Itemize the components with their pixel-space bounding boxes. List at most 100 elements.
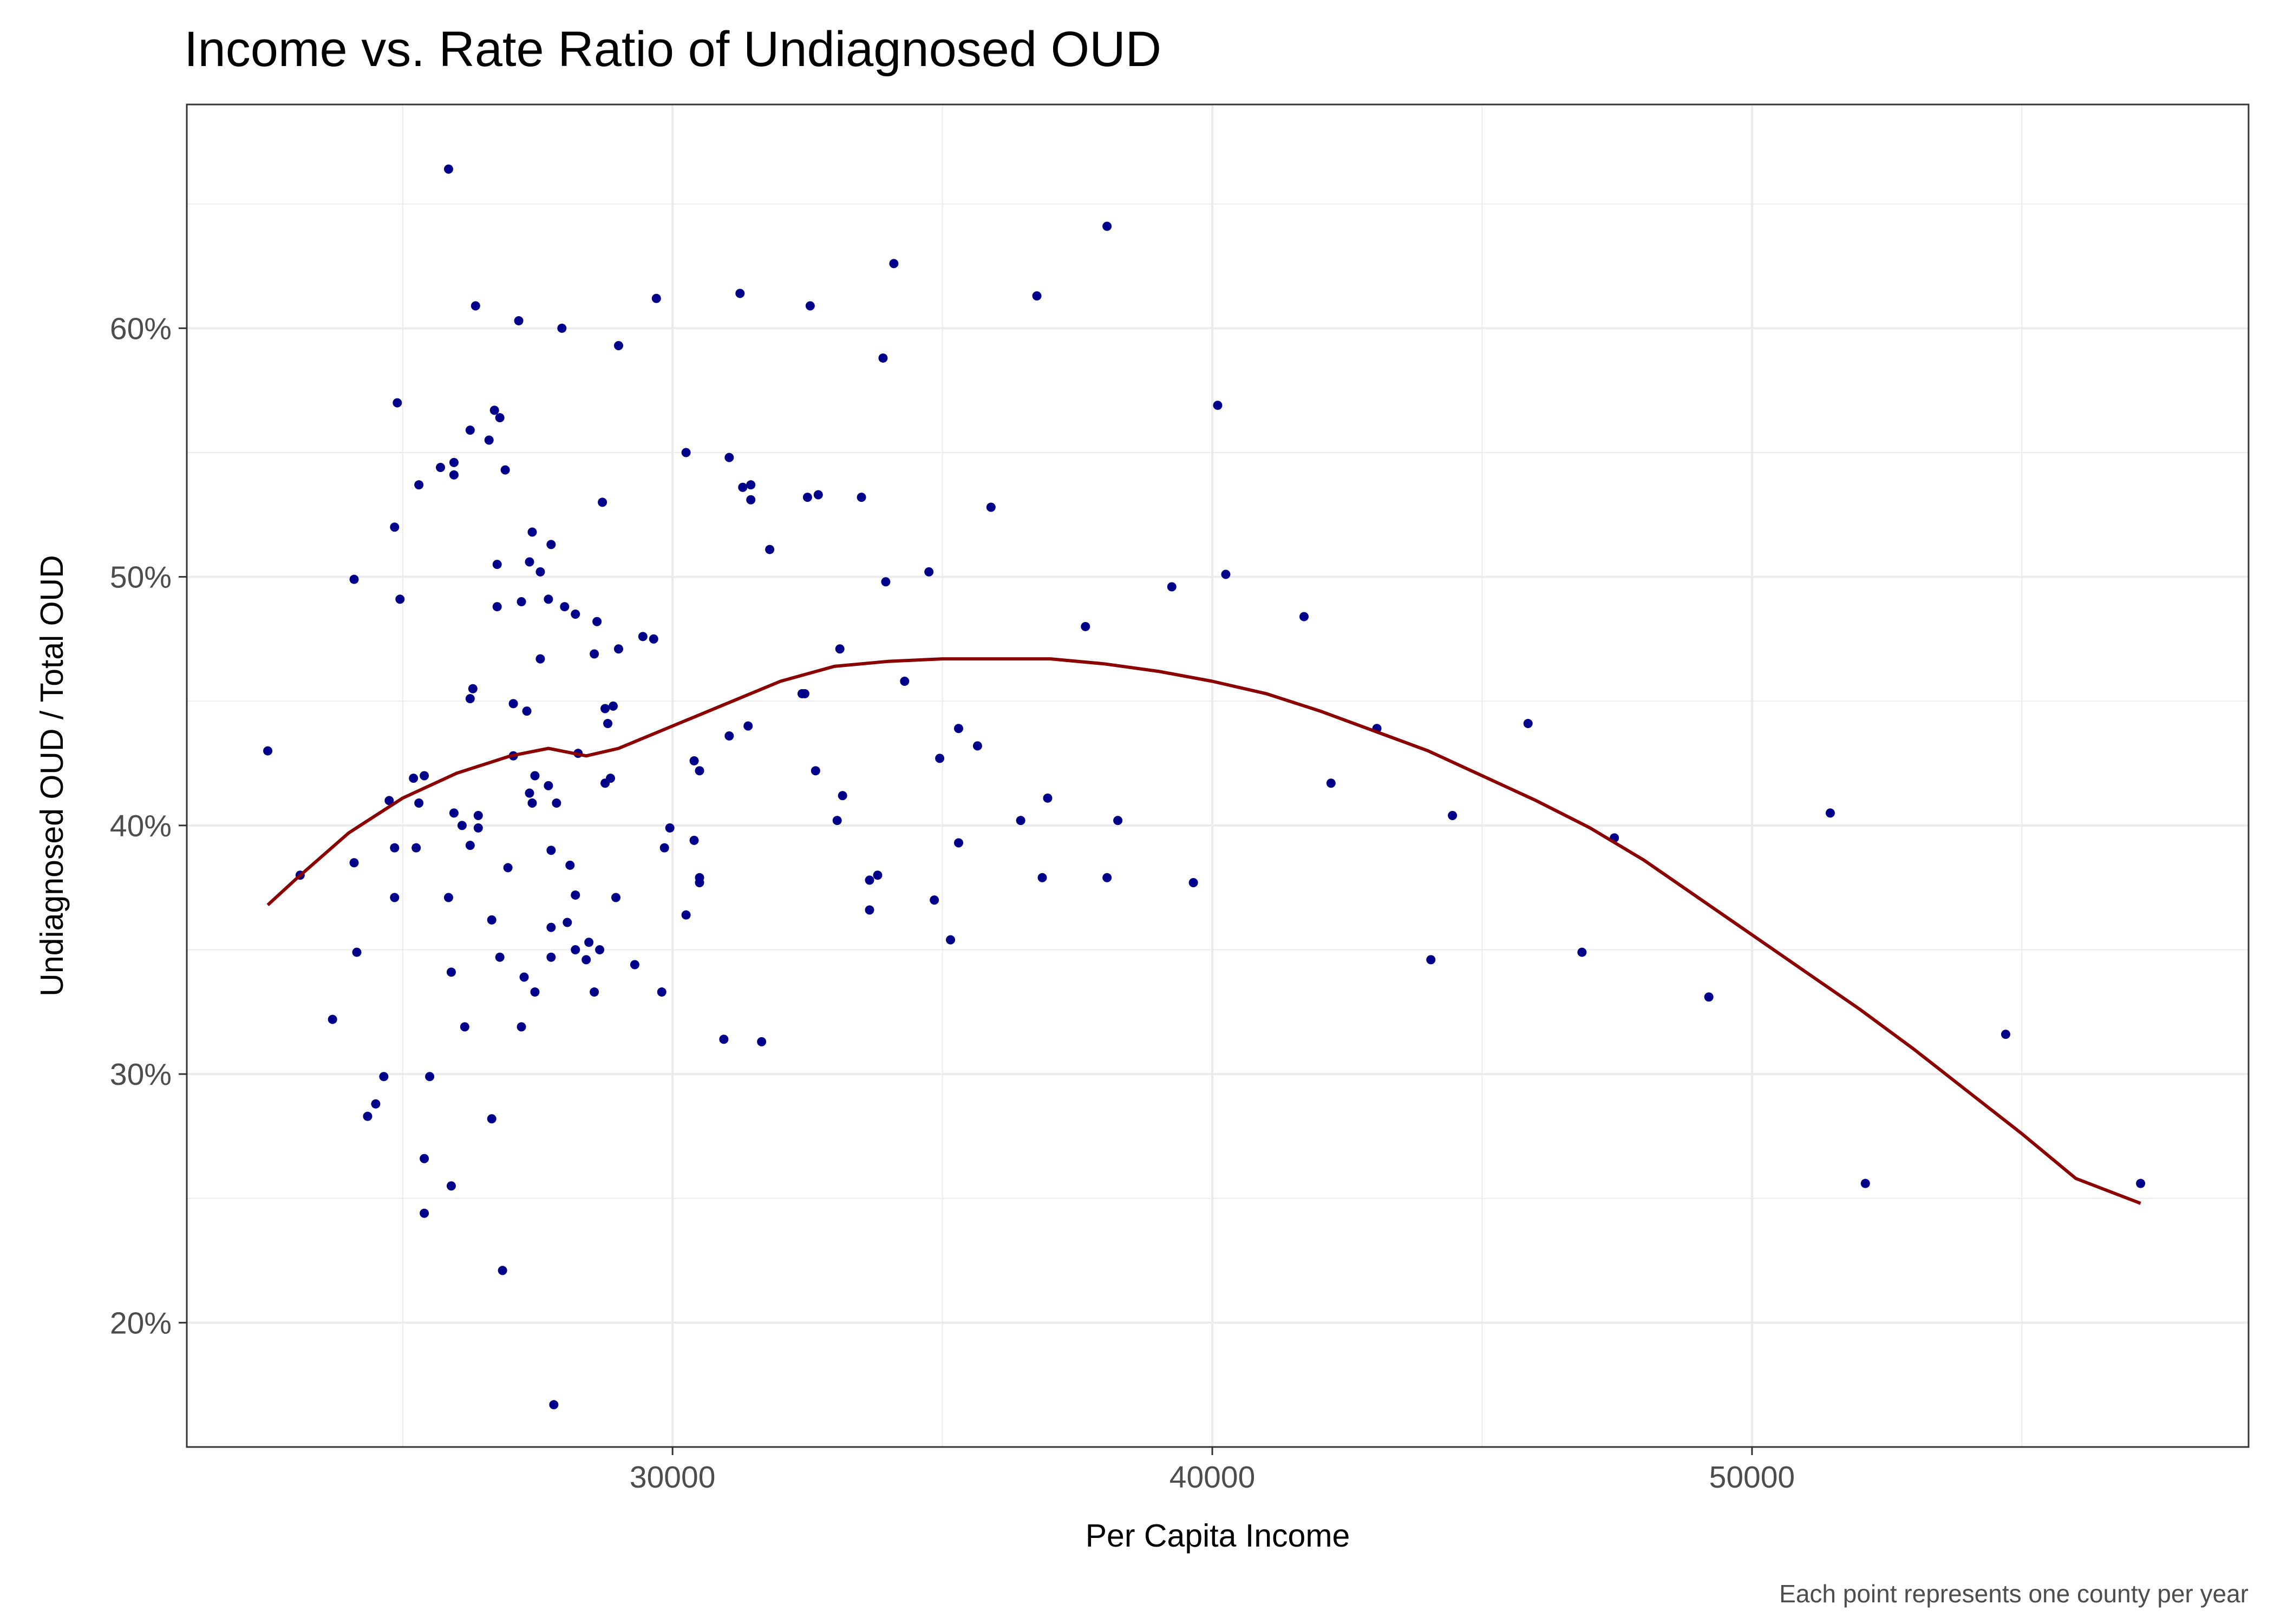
data-point: [865, 875, 874, 885]
data-point: [525, 557, 534, 567]
data-point: [420, 771, 429, 781]
data-point: [492, 560, 502, 569]
data-point: [900, 676, 910, 686]
y-tick-label: 60%: [110, 311, 172, 346]
y-tick-label: 50%: [110, 560, 172, 595]
data-point: [508, 699, 518, 709]
data-point: [349, 574, 359, 584]
data-point: [473, 810, 483, 820]
data-point: [420, 1208, 429, 1218]
data-point: [724, 453, 734, 462]
data-point: [1102, 221, 1112, 231]
data-point: [546, 540, 556, 549]
data-point: [1577, 947, 1587, 957]
data-point: [889, 259, 899, 269]
data-point: [546, 922, 556, 932]
data-point: [571, 945, 580, 954]
data-point: [946, 935, 956, 945]
data-point: [527, 798, 537, 808]
data-point: [393, 398, 402, 408]
data-point: [571, 890, 580, 900]
data-point: [530, 771, 540, 781]
data-point: [1037, 873, 1047, 882]
plot-panel-border: [186, 103, 2250, 1448]
data-point: [724, 731, 734, 741]
data-point: [1113, 816, 1123, 826]
data-point: [924, 567, 934, 577]
data-point: [465, 425, 475, 435]
data-point: [263, 746, 273, 756]
y-tick-label: 20%: [110, 1306, 172, 1340]
data-point: [1102, 873, 1112, 882]
data-point: [651, 293, 661, 303]
data-point: [665, 823, 675, 833]
data-point: [500, 465, 510, 475]
y-axis-label: Undiagnosed OUD / Total OUD: [34, 555, 70, 996]
data-point: [390, 843, 400, 853]
data-point: [600, 704, 610, 713]
data-point: [954, 838, 964, 848]
x-tick-label: 50000: [1709, 1460, 1795, 1495]
data-point: [468, 684, 478, 693]
data-point: [1032, 291, 1042, 301]
data-point: [735, 289, 745, 298]
data-point: [865, 905, 874, 915]
data-point: [746, 480, 756, 490]
data-point: [657, 987, 666, 997]
data-point: [552, 798, 561, 808]
data-point: [811, 766, 820, 776]
data-point: [549, 1400, 559, 1410]
data-point: [557, 323, 567, 333]
data-point: [544, 594, 553, 604]
data-point: [611, 893, 621, 902]
data-point: [487, 1114, 496, 1124]
data-point: [1448, 810, 1458, 820]
data-point: [1704, 992, 1714, 1002]
data-point: [498, 1266, 507, 1275]
data-point: [460, 1022, 469, 1032]
data-point: [530, 987, 540, 997]
data-point: [465, 694, 475, 704]
data-point: [535, 654, 545, 664]
major-gridlines: [187, 104, 2249, 1447]
data-point: [1213, 401, 1223, 410]
y-tick-label: 30%: [110, 1057, 172, 1092]
data-point: [681, 910, 691, 920]
data-point: [525, 788, 534, 798]
data-point: [638, 632, 648, 641]
data-point: [379, 1072, 389, 1082]
data-point: [1016, 816, 1025, 826]
x-axis-label: Per Capita Income: [1086, 1518, 1350, 1554]
data-point: [514, 316, 524, 326]
data-point: [1167, 582, 1177, 592]
data-point: [390, 893, 400, 902]
data-point: [390, 522, 400, 532]
data-point: [873, 870, 883, 880]
data-point: [384, 796, 394, 806]
data-point: [446, 1181, 456, 1191]
y-axis-ticks: 20% 30% 40% 50% 60%: [110, 311, 187, 1340]
data-point: [436, 463, 446, 473]
trend-line: [266, 657, 2141, 1205]
data-point: [805, 301, 815, 311]
data-point: [986, 502, 996, 512]
data-point: [757, 1037, 767, 1046]
data-point: [527, 527, 537, 537]
data-point: [517, 1022, 526, 1032]
chart-title: Income vs. Rate Ratio of Undiagnosed OUD: [184, 22, 1161, 77]
data-point: [590, 649, 599, 659]
data-point: [743, 721, 753, 731]
data-point: [800, 689, 809, 698]
data-point: [560, 602, 570, 612]
data-point: [835, 644, 845, 654]
data-point: [352, 947, 362, 957]
data-point: [1081, 621, 1090, 631]
data-point: [935, 754, 945, 763]
data-point: [484, 435, 494, 445]
data-point: [449, 808, 459, 818]
data-point: [689, 756, 699, 765]
data-point: [1426, 955, 1436, 965]
data-point: [1523, 719, 1533, 729]
data-point: [1188, 878, 1198, 887]
